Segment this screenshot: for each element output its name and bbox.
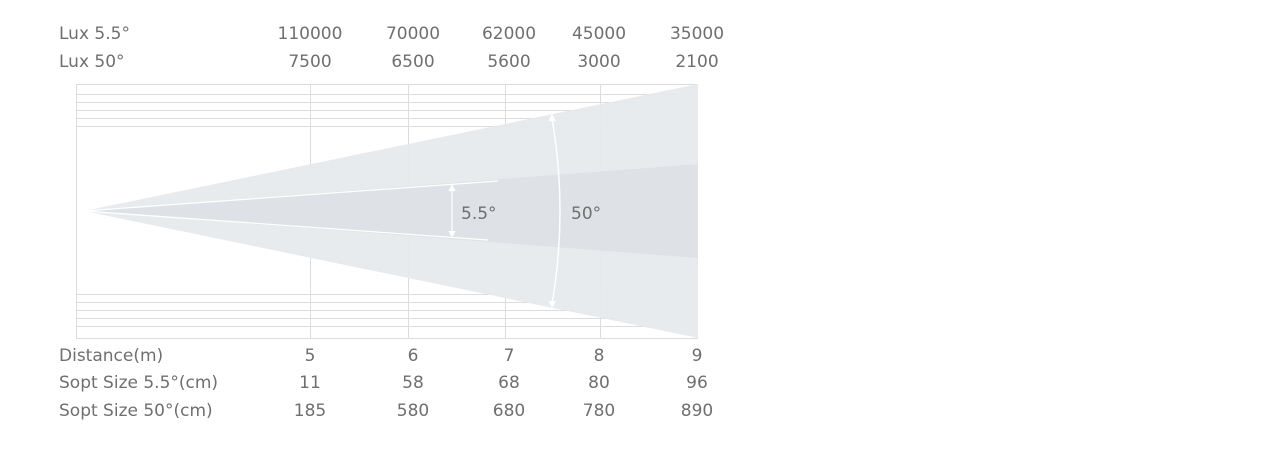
lux-narrow-value: 62000: [481, 24, 537, 44]
spot-narrow-value: 11: [299, 373, 321, 393]
spot-wide-value: 580: [396, 401, 430, 421]
distance-value: 7: [503, 346, 515, 366]
lux-wide-value: 3000: [577, 52, 621, 72]
lux-narrow-row-label: Lux 5.5°: [59, 24, 130, 44]
lux-narrow-value: 70000: [385, 24, 441, 44]
spot-wide-value: 680: [492, 401, 526, 421]
spot-wide-value: 780: [582, 401, 616, 421]
narrow-angle-label: 5.5°: [461, 204, 497, 224]
lux-narrow-value: 45000: [571, 24, 627, 44]
distance-value: 5: [304, 346, 316, 366]
lux-narrow-value: 110000: [277, 24, 343, 44]
lux-wide-value: 6500: [391, 52, 435, 72]
beam-angle-diagram: 5.5° 50°: [76, 84, 698, 339]
lux-narrow-value: 35000: [669, 24, 725, 44]
lux-wide-value: 2100: [675, 52, 719, 72]
spot-narrow-value: 58: [402, 373, 424, 393]
narrow-beam-cone: [84, 164, 698, 258]
spot-narrow-value: 96: [686, 373, 708, 393]
spot-narrow-row-label: Sopt Size 5.5°(cm): [59, 373, 219, 393]
distance-value: 6: [407, 346, 419, 366]
lux-wide-value: 7500: [288, 52, 332, 72]
wide-angle-arrow: [548, 114, 561, 308]
spot-wide-value: 185: [293, 401, 327, 421]
distance-row-label: Distance(m): [59, 346, 164, 366]
lux-wide-row-label: Lux 50°: [59, 52, 125, 72]
distance-value: 9: [691, 346, 703, 366]
spot-narrow-value: 68: [498, 373, 520, 393]
spot-wide-row-label: Sopt Size 50°(cm): [59, 401, 213, 421]
wide-angle-label: 50°: [571, 204, 601, 224]
spot-wide-value: 890: [680, 401, 714, 421]
narrow-beam-lower-edge: [83, 210, 489, 241]
spot-narrow-value: 80: [588, 373, 610, 393]
lux-wide-value: 5600: [487, 52, 531, 72]
narrow-angle-arrow: [448, 184, 456, 238]
distance-value: 8: [593, 346, 605, 366]
narrow-beam-upper-edge: [83, 180, 499, 212]
